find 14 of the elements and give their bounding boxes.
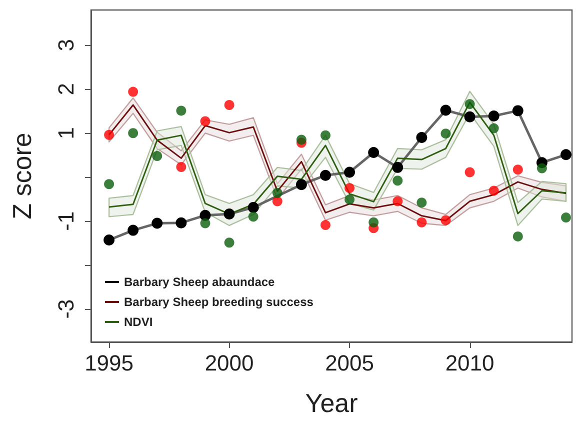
x-tick-label: 1995 bbox=[84, 350, 134, 376]
x-tick-label: 2005 bbox=[325, 350, 374, 376]
y-axis-title: Z score bbox=[7, 132, 37, 220]
y-tick-label: -3 bbox=[54, 299, 78, 319]
y-tick-label: 2 bbox=[54, 83, 78, 96]
x-tick-label: 2000 bbox=[204, 350, 254, 376]
legend-label: Barbary Sheep breeding success bbox=[124, 295, 314, 309]
x-tick-label: 2010 bbox=[445, 350, 494, 376]
x-axis-title: Year bbox=[305, 388, 358, 418]
y-tick-label: 3 bbox=[54, 39, 78, 52]
y-tick-label: -1 bbox=[54, 211, 78, 231]
y-tick-label: 1 bbox=[54, 127, 78, 140]
legend-label: Barbary Sheep abaundace bbox=[124, 275, 276, 289]
legend-label: NDVI bbox=[124, 315, 153, 329]
